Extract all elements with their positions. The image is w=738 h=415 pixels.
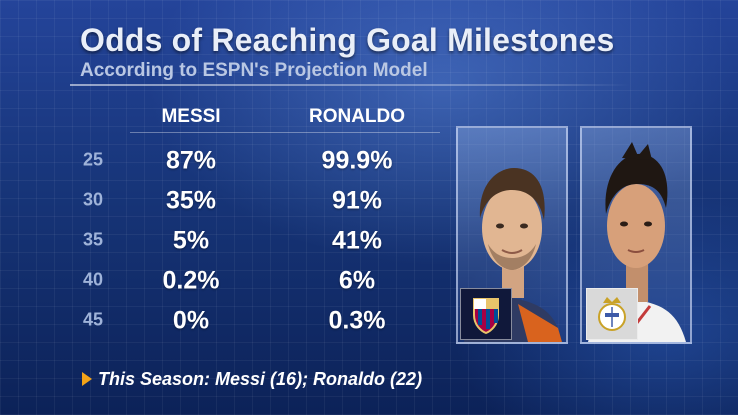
real-madrid-crest-icon — [586, 288, 638, 340]
season-footnote-text: This Season: Messi (16); Ronaldo (22) — [98, 369, 423, 389]
triangle-bullet-icon — [82, 372, 92, 386]
chart-subtitle: According to ESPN's Projection Model — [80, 60, 428, 81]
cell-messi-35: 5% — [172, 226, 210, 255]
column-header-ronaldo: RONALDO — [308, 106, 406, 127]
chart-title: Odds of Reaching Goal Milestones — [80, 22, 615, 58]
cell-ronaldo-40: 6% — [338, 266, 376, 295]
player-photo-ronaldo — [580, 126, 692, 344]
column-header-messi: MESSI — [161, 106, 221, 127]
cell-ronaldo-45: 0.3% — [328, 306, 386, 335]
row-label-30: 30 — [83, 189, 104, 210]
cell-messi-45: 0% — [172, 306, 210, 335]
row-label-40: 40 — [83, 269, 104, 290]
cell-messi-25: 87% — [165, 146, 217, 175]
cell-ronaldo-30: 91% — [331, 186, 383, 215]
cell-ronaldo-35: 41% — [331, 226, 383, 255]
fc-barcelona-crest-icon — [460, 288, 512, 340]
player-photo-messi — [456, 126, 568, 344]
cell-ronaldo-25: 99.9% — [321, 146, 393, 175]
cell-messi-40: 0.2% — [162, 266, 220, 295]
row-label-25: 25 — [83, 149, 104, 170]
column-header-divider — [130, 132, 440, 133]
cell-messi-30: 35% — [165, 186, 217, 215]
season-footnote: This Season: Messi (16); Ronaldo (22) — [82, 369, 422, 390]
messi-portrait-icon — [464, 168, 562, 342]
row-label-45: 45 — [83, 309, 104, 330]
row-label-35: 35 — [83, 229, 104, 250]
title-divider — [70, 84, 630, 86]
